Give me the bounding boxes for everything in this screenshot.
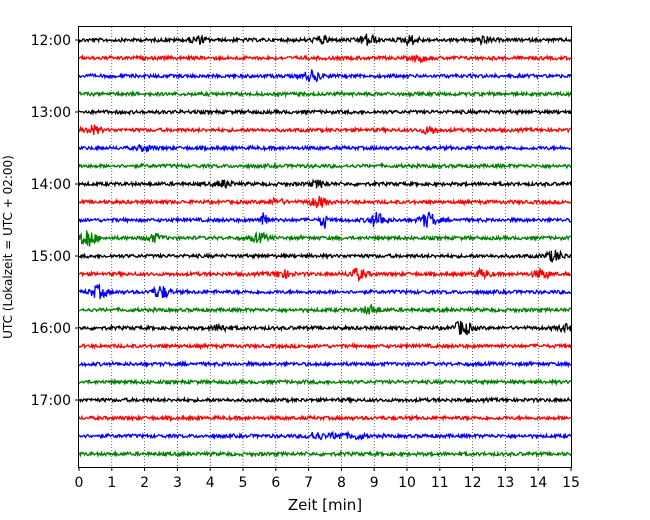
trace-1715: [78, 413, 572, 423]
trace-1545: [78, 303, 572, 316]
x-tick-label: 12: [464, 475, 482, 491]
trace-1245: [78, 89, 572, 99]
trace-1445: [78, 230, 572, 247]
trace-1515: [78, 266, 572, 283]
trace-1745: [78, 449, 572, 459]
trace-1430: [78, 211, 572, 229]
y-ticks: 12:00 13:00 14:00 15:00 16:00 17:00: [31, 33, 79, 409]
x-tick-label: 4: [206, 475, 215, 491]
grid-lines: [111, 27, 539, 467]
x-tick-label: 5: [239, 475, 248, 491]
y-tick-label: 15:00: [31, 249, 71, 265]
y-tick-label: 17:00: [31, 393, 71, 409]
trace-1700: [78, 395, 572, 405]
x-tick-label: 3: [173, 475, 182, 491]
trace-1330: [78, 143, 572, 153]
trace-1345: [78, 161, 572, 171]
trace-1500: [78, 249, 572, 263]
trace-1300: [78, 108, 572, 116]
x-tick-label: 0: [75, 475, 84, 491]
x-tick-label: 14: [529, 475, 547, 491]
traces: [78, 33, 572, 459]
x-tick-label: 9: [370, 475, 379, 491]
plot-frame: [78, 26, 572, 468]
trace-1730: [78, 430, 572, 441]
trace-1400: [78, 178, 572, 190]
trace-1645: [78, 377, 572, 387]
x-tick-label: 15: [562, 475, 580, 491]
y-tick-label: 13:00: [31, 105, 71, 121]
trace-1630: [78, 359, 572, 369]
trace-1315: [78, 124, 572, 136]
y-tick-label: 12:00: [31, 33, 71, 49]
y-tick-label: 16:00: [31, 321, 71, 337]
y-tick-label: 14:00: [31, 177, 71, 193]
x-tick-label: 6: [271, 475, 280, 491]
trace-1600: [78, 320, 572, 336]
x-tick-label: 13: [496, 475, 514, 491]
x-tick-label: 8: [337, 475, 346, 491]
y-axis-label: UTC (Lokalzeit = UTC + 02:00): [1, 155, 15, 339]
trace-1530: [78, 283, 572, 300]
trace-1415: [78, 195, 572, 209]
trace-1615: [78, 342, 572, 351]
x-tick-label: 11: [431, 475, 449, 491]
x-tick-label: 10: [398, 475, 416, 491]
trace-1230: [78, 69, 572, 83]
x-axis-label: Zeit [min]: [288, 496, 362, 514]
x-tick-label: 2: [140, 475, 149, 491]
x-tick-label: 7: [304, 475, 313, 491]
trace-1215: [78, 53, 572, 64]
x-ticks: 0 1 2 3 4 5 6 7 8 9 10 11 12 13 14 15: [75, 467, 580, 491]
trace-1200: [78, 33, 572, 48]
x-tick-label: 1: [107, 475, 116, 491]
